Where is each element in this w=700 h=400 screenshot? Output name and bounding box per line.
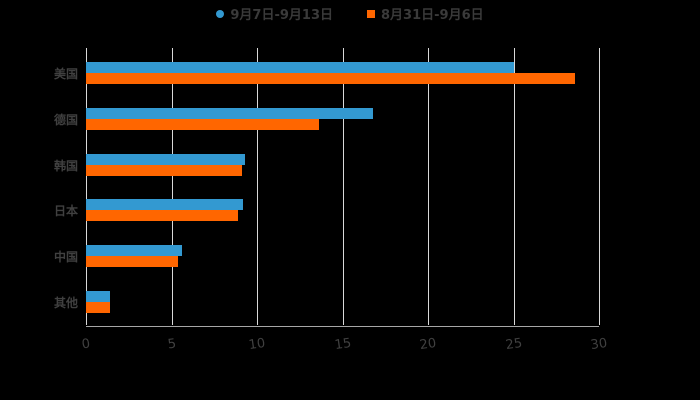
gridline bbox=[428, 48, 429, 325]
gridline bbox=[86, 48, 87, 325]
bar-series2[interactable] bbox=[86, 73, 576, 84]
y-category-label: 中国 bbox=[53, 250, 78, 264]
bar-series1[interactable] bbox=[86, 62, 514, 73]
y-category-label: 其他 bbox=[53, 296, 78, 310]
x-tick-label: 30 bbox=[589, 335, 609, 354]
y-category-label: 德国 bbox=[53, 113, 78, 127]
gridline bbox=[513, 48, 515, 325]
bar-series1[interactable] bbox=[86, 108, 374, 119]
gridline bbox=[171, 48, 173, 325]
gridline bbox=[257, 48, 258, 325]
gridline bbox=[599, 48, 600, 325]
chart-legend: 9月7日-9月13日 8月31日-9月6日 bbox=[0, 4, 700, 23]
legend-label-series2: 8月31日-9月6日 bbox=[381, 8, 484, 23]
bar-series2[interactable] bbox=[86, 302, 110, 313]
bar-series1[interactable] bbox=[86, 291, 110, 302]
bar-series1[interactable] bbox=[86, 199, 244, 210]
y-category-label: 韩国 bbox=[53, 159, 78, 173]
bar-series2[interactable] bbox=[86, 119, 319, 130]
x-tick-label: 0 bbox=[80, 336, 92, 353]
bar-series2[interactable] bbox=[86, 165, 242, 176]
gridline bbox=[342, 48, 344, 325]
x-axis-line bbox=[86, 326, 599, 327]
y-category-label: 美国 bbox=[53, 67, 78, 81]
x-tick-label: 5 bbox=[166, 336, 177, 353]
y-category-label: 日本 bbox=[53, 204, 78, 218]
legend-item-series1[interactable]: 9月7日-9月13日 bbox=[216, 4, 333, 23]
series2-marker-icon bbox=[367, 9, 375, 18]
x-tick-label: 10 bbox=[247, 335, 267, 354]
bar-series1[interactable] bbox=[86, 245, 182, 256]
x-tick-label: 25 bbox=[504, 335, 523, 354]
legend-item-series2[interactable]: 8月31日-9月6日 bbox=[367, 4, 484, 23]
series1-marker-icon bbox=[216, 9, 225, 18]
x-tick-label: 15 bbox=[333, 335, 352, 354]
legend-label-series1: 9月7日-9月13日 bbox=[230, 8, 333, 23]
bar-series1[interactable] bbox=[86, 154, 246, 165]
plot-area bbox=[86, 48, 600, 327]
x-tick-label: 20 bbox=[418, 335, 438, 354]
bar-series2[interactable] bbox=[86, 210, 239, 221]
bar-series2[interactable] bbox=[86, 256, 179, 267]
